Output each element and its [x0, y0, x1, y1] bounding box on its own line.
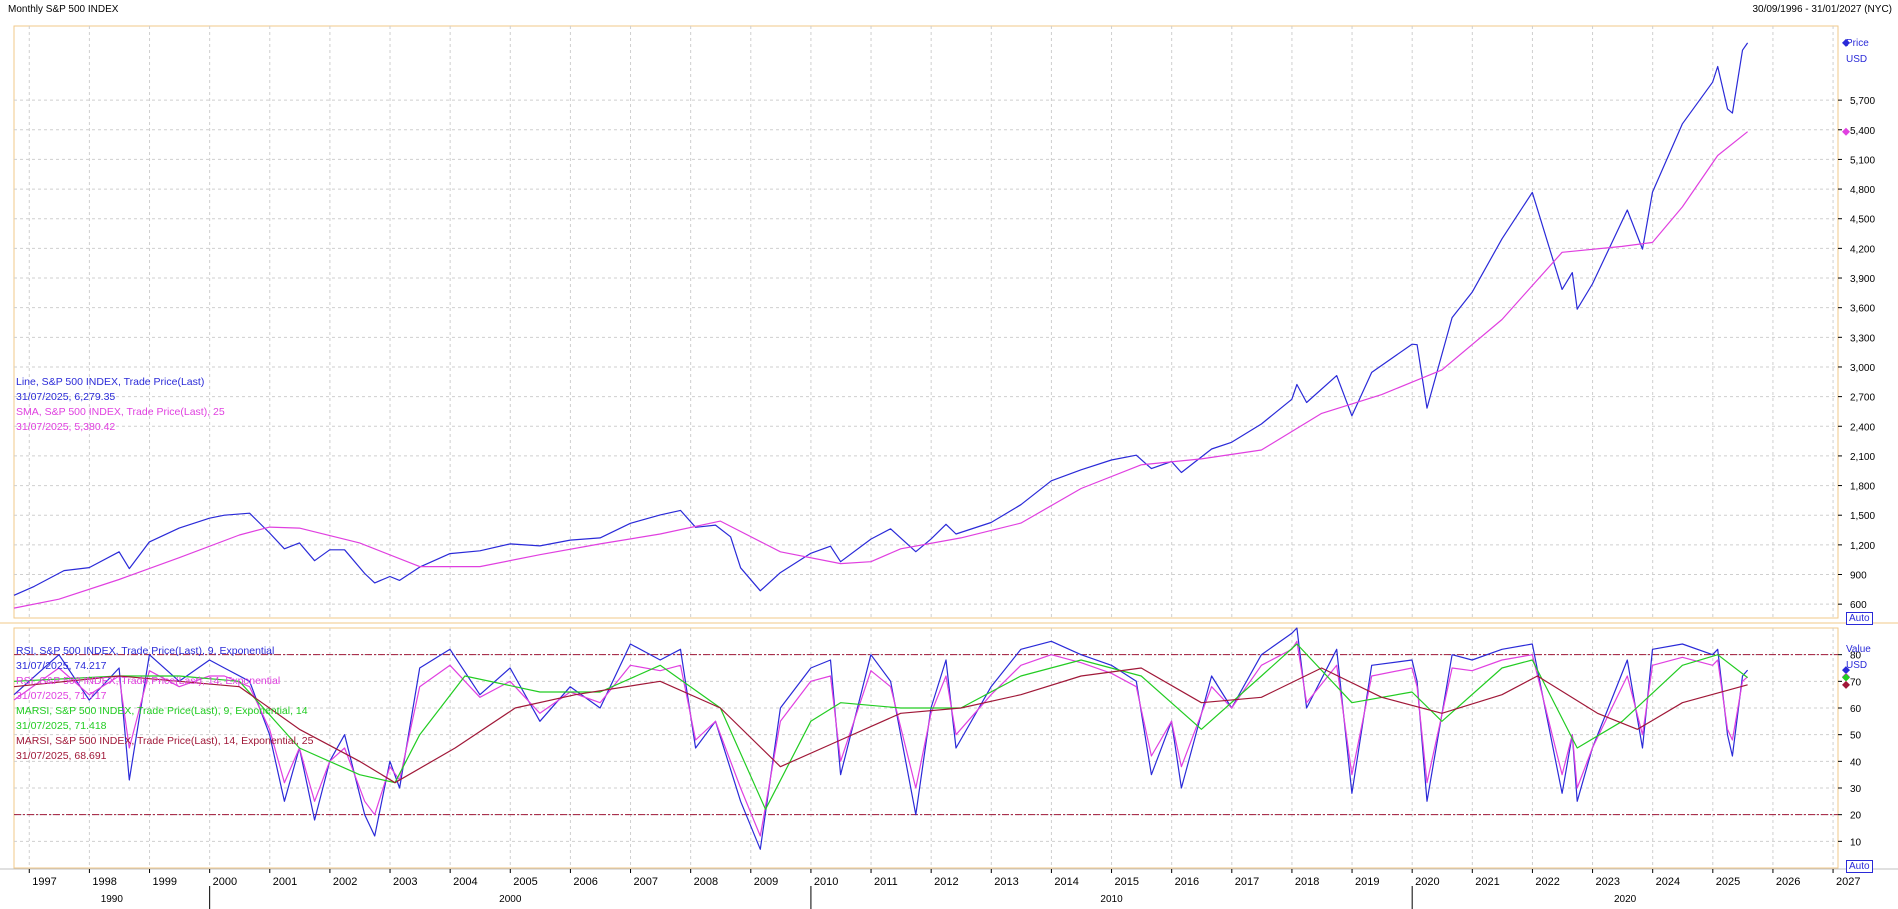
price-ytick-label-5700: 5,700 [1850, 96, 1875, 107]
rsi-legend-entry-7: 31/07/2025, 68.691 [16, 750, 107, 762]
rsi-legend-entry-4: MARSI, S&P 500 INDEX, Trade Price(Last),… [16, 705, 308, 717]
rsi-series-1 [13, 640, 1748, 837]
rsi-auto-scale-button[interactable]: Auto [1846, 860, 1873, 873]
price-ytick-label-5100: 5,100 [1850, 155, 1875, 166]
price-ytick-label-2100: 2,100 [1850, 452, 1875, 463]
price-ytick-label-2400: 2,400 [1850, 422, 1875, 433]
rsi-legend-entry-3: 31/07/2025, 71.717 [16, 690, 107, 702]
price-auto-scale-button[interactable]: Auto [1846, 612, 1873, 625]
x-tick-label-2021: 2021 [1475, 876, 1499, 888]
rsi-axis-unit: USD [1846, 660, 1868, 671]
price-series-0 [13, 42, 1749, 596]
x-tick-label-2006: 2006 [573, 876, 597, 888]
price-ytick-label-3000: 3,000 [1850, 363, 1875, 374]
decade-label-2000: 2000 [499, 894, 522, 905]
x-tick-label-2003: 2003 [393, 876, 417, 888]
x-tick-label-1998: 1998 [92, 876, 116, 888]
x-tick-label-2017: 2017 [1235, 876, 1259, 888]
x-tick-label-2023: 2023 [1596, 876, 1620, 888]
price-ytick-label-600: 600 [1850, 600, 1867, 611]
rsi-ytick-label-60: 60 [1850, 704, 1862, 715]
x-tick-label-2000: 2000 [213, 876, 237, 888]
rsi-ytick-label-80: 80 [1850, 651, 1862, 662]
price-legend-entry-3: 31/07/2025, 5,380.42 [16, 421, 116, 433]
rsi-ytick-label-20: 20 [1850, 811, 1862, 822]
x-tick-label-2014: 2014 [1054, 876, 1078, 888]
rsi-panel-frame [13, 627, 1839, 869]
price-legend-entry-2: SMA, S&P 500 INDEX, Trade Price(Last), 2… [16, 406, 225, 418]
rsi-series-2 [13, 643, 1748, 810]
x-tick-label-1999: 1999 [153, 876, 177, 888]
rsi-ytick-label-40: 40 [1850, 757, 1862, 768]
price-series-1 [13, 131, 1748, 609]
rsi-legend-entry-1: 31/07/2025, 74.217 [16, 660, 107, 672]
price-ytick-label-4500: 4,500 [1850, 215, 1875, 226]
rsi-last-value-marker-0 [1842, 666, 1850, 675]
rsi-ytick-label-10: 10 [1850, 837, 1862, 848]
rsi-legend-entry-0: RSI, S&P 500 INDEX, Trade Price(Last), 9… [16, 645, 275, 657]
x-tick-label-2002: 2002 [333, 876, 357, 888]
x-tick-label-2020: 2020 [1415, 876, 1439, 888]
decade-label-2010: 2010 [1100, 894, 1123, 905]
x-tick-label-2008: 2008 [694, 876, 718, 888]
x-tick-label-2015: 2015 [1115, 876, 1139, 888]
price-last-value-marker-1 [1842, 127, 1850, 136]
rsi-legend-entry-5: 31/07/2025, 71.418 [16, 720, 107, 732]
x-tick-label-2011: 2011 [874, 876, 898, 888]
price-axis-unit: USD [1846, 54, 1868, 65]
price-ytick-label-5400: 5,400 [1850, 126, 1875, 137]
x-tick-label-2012: 2012 [934, 876, 958, 888]
price-ytick-label-3300: 3,300 [1850, 333, 1875, 344]
x-tick-label-2009: 2009 [754, 876, 778, 888]
x-tick-label-2007: 2007 [634, 876, 658, 888]
rsi-legend-entry-6: MARSI, S&P 500 INDEX, Trade Price(Last),… [16, 735, 314, 747]
price-ytick-label-1200: 1,200 [1850, 541, 1875, 552]
x-tick-label-1997: 1997 [32, 876, 56, 888]
rsi-legend-entry-2: RSI, S&P 500 INDEX, Trade Price(Last), 1… [16, 675, 281, 687]
rsi-ytick-label-70: 70 [1850, 677, 1862, 688]
x-tick-label-2010: 2010 [814, 876, 838, 888]
rsi-ytick-label-50: 50 [1850, 731, 1862, 742]
rsi-ytick-label-30: 30 [1850, 784, 1862, 795]
price-ytick-label-4200: 4,200 [1850, 244, 1875, 255]
decade-label-1990: 1990 [101, 894, 124, 905]
price-axis-title: Price [1846, 38, 1869, 49]
rsi-last-value-marker-2 [1842, 673, 1850, 682]
x-tick-label-2024: 2024 [1656, 876, 1680, 888]
x-tick-label-2001: 2001 [273, 876, 297, 888]
price-ytick-label-1800: 1,800 [1850, 482, 1875, 493]
x-tick-label-2005: 2005 [513, 876, 537, 888]
date-range: 30/09/1996 - 31/01/2027 (NYC) [1752, 4, 1892, 15]
price-ytick-label-2700: 2,700 [1850, 393, 1875, 404]
x-tick-label-2027: 2027 [1836, 876, 1860, 888]
x-tick-label-2004: 2004 [453, 876, 477, 888]
x-tick-label-2016: 2016 [1175, 876, 1199, 888]
price-last-value-marker-0 [1842, 38, 1850, 47]
price-ytick-label-3900: 3,900 [1850, 274, 1875, 285]
x-tick-label-2025: 2025 [1716, 876, 1740, 888]
price-ytick-label-4800: 4,800 [1850, 185, 1875, 196]
x-tick-label-2022: 2022 [1535, 876, 1559, 888]
rsi-last-value-marker-3 [1842, 680, 1850, 689]
price-panel-frame [13, 25, 1839, 619]
rsi-axis-title: Value [1846, 644, 1871, 655]
price-ytick-label-900: 900 [1850, 571, 1867, 582]
x-tick-label-2013: 2013 [994, 876, 1018, 888]
x-tick-label-2018: 2018 [1295, 876, 1319, 888]
chart-title: Monthly S&P 500 INDEX [8, 4, 119, 15]
decade-label-2020: 2020 [1614, 894, 1637, 905]
price-ytick-label-1500: 1,500 [1850, 511, 1875, 522]
price-legend-entry-0: Line, S&P 500 INDEX, Trade Price(Last) [16, 376, 205, 388]
x-tick-label-2019: 2019 [1355, 876, 1379, 888]
rsi-series-3 [13, 667, 1748, 784]
x-tick-label-2026: 2026 [1776, 876, 1800, 888]
price-legend-entry-1: 31/07/2025, 6,279.35 [16, 391, 116, 403]
price-ytick-label-3600: 3,600 [1850, 304, 1875, 315]
